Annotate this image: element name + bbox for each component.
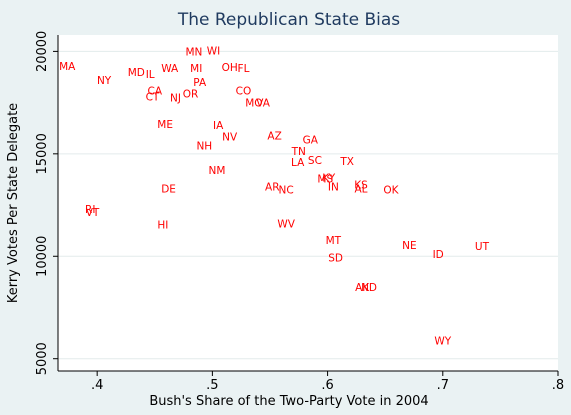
point-ar: AR bbox=[265, 182, 279, 194]
point-pa: PA bbox=[193, 77, 207, 89]
point-ma: MA bbox=[59, 61, 76, 73]
y-tick-label: 15000 bbox=[35, 133, 50, 174]
point-wy: WY bbox=[434, 335, 451, 347]
x-tick-label: .4 bbox=[91, 378, 103, 393]
point-or: OR bbox=[183, 88, 199, 100]
point-de: DE bbox=[161, 184, 176, 196]
point-wa: WA bbox=[161, 63, 179, 75]
point-nm: NM bbox=[209, 165, 226, 177]
point-ny: NY bbox=[97, 75, 112, 87]
x-axis-title: Bush's Share of the Two-Party Vote in 20… bbox=[149, 394, 428, 409]
point-mn: MN bbox=[185, 46, 202, 58]
x-tick-label: .5 bbox=[206, 378, 218, 393]
point-ut: UT bbox=[475, 241, 490, 253]
point-ri: RI bbox=[85, 204, 95, 216]
x-ticks: .4 .5 .6 .7 .8 bbox=[91, 371, 564, 393]
point-la: LA bbox=[291, 157, 305, 169]
point-nh: NH bbox=[196, 141, 212, 153]
point-tx: TX bbox=[339, 156, 354, 168]
point-mo: MO bbox=[245, 98, 262, 110]
point-nd: ND bbox=[361, 282, 377, 294]
point-hi: HI bbox=[157, 220, 168, 232]
point-al: AL bbox=[354, 184, 367, 196]
point-ga: GA bbox=[303, 135, 319, 147]
point-tn: TN bbox=[291, 146, 306, 158]
y-tick-label: 20000 bbox=[35, 31, 50, 72]
point-sc: SC bbox=[308, 155, 322, 167]
point-ok: OK bbox=[383, 185, 399, 197]
point-il: IL bbox=[146, 69, 155, 81]
point-ky: KY bbox=[322, 172, 336, 184]
chart-title: The Republican State Bias bbox=[177, 10, 400, 30]
point-wi: WI bbox=[207, 45, 220, 57]
point-mt: MT bbox=[326, 235, 342, 247]
point-wv: WV bbox=[277, 219, 295, 231]
point-ms: MS bbox=[317, 173, 333, 185]
point-fl: FL bbox=[238, 63, 250, 75]
point-in: IN bbox=[328, 182, 339, 194]
point-nv: NV bbox=[222, 131, 238, 143]
point-oh: OH bbox=[222, 62, 238, 74]
x-tick-label: .6 bbox=[321, 378, 333, 393]
point-sd: SD bbox=[328, 252, 343, 264]
point-me: ME bbox=[157, 119, 173, 131]
point-ia: IA bbox=[213, 120, 224, 132]
point-co: CO bbox=[236, 85, 252, 97]
point-va: VA bbox=[256, 98, 271, 110]
point-id: ID bbox=[433, 249, 444, 261]
y-tick-label: 5000 bbox=[35, 342, 50, 375]
point-ct: CT bbox=[146, 91, 160, 103]
point-nj: NJ bbox=[170, 93, 181, 105]
y-tick-label: 10000 bbox=[35, 236, 50, 277]
point-ca: CA bbox=[148, 85, 163, 97]
x-tick-label: .7 bbox=[437, 378, 449, 393]
point-ks: KS bbox=[354, 180, 368, 192]
y-axis-title: Kerry Votes Per State Delegate bbox=[6, 103, 21, 303]
y-ticks: 5000 10000 15000 20000 bbox=[35, 31, 58, 375]
point-ak: AK bbox=[355, 282, 370, 294]
point-vt: VT bbox=[86, 207, 100, 219]
point-ne: NE bbox=[402, 240, 417, 252]
axes bbox=[57, 35, 558, 372]
x-tick-label: .8 bbox=[552, 378, 564, 393]
point-md: MD bbox=[128, 67, 145, 79]
point-mi: MI bbox=[190, 63, 202, 75]
point-nc: NC bbox=[279, 185, 294, 197]
gridlines bbox=[58, 50, 558, 360]
point-az: AZ bbox=[267, 130, 281, 142]
plot-area bbox=[58, 35, 558, 371]
